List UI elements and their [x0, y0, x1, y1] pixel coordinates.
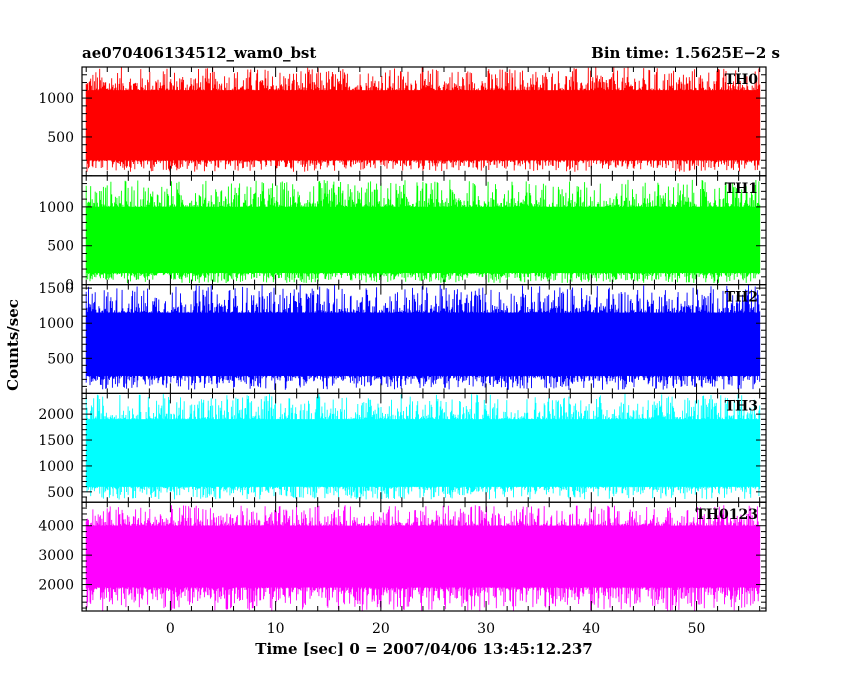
panels-group: 5001000TH005001000TH150010001500TH250010… — [38, 66, 767, 637]
y-tick-label: 2000 — [38, 407, 74, 423]
series-label-th0123: TH0123 — [695, 507, 758, 523]
x-axis-label: Time [sec] 0 = 2007/04/06 13:45:12.237 — [255, 640, 592, 658]
y-tick-label: 0 — [65, 278, 74, 294]
y-tick-label: 1500 — [38, 433, 74, 449]
panel-th0123: 2000 3000 4000 TH0123 0 10 20 30 40 50 — [38, 501, 767, 637]
y-tick-label: 3000 — [38, 548, 74, 564]
series-label-th0: TH0 — [725, 72, 759, 88]
x-tick-label: 0 — [166, 621, 175, 637]
series-line-th1 — [85, 179, 761, 284]
y-tick-label: 1000 — [38, 316, 74, 332]
chart-title: ae070406134512_wam0_bst — [82, 44, 316, 62]
series-line-th3 — [85, 393, 761, 500]
bin-time-label: Bin time: 1.5625E−2 s — [591, 44, 780, 62]
y-tick-label: 1500 — [38, 281, 74, 297]
panel-th1: 0 500 1000 TH1 — [38, 175, 767, 294]
y-tick-label: 4000 — [38, 519, 74, 535]
series-label-th2: TH2 — [725, 290, 758, 306]
series-line-th2 — [85, 284, 761, 390]
panel-th3: 500 1000 1500 2000 TH3 — [38, 392, 767, 503]
y-tick-label: 1000 — [38, 91, 74, 107]
x-tick-label: 30 — [477, 621, 495, 637]
y-axis-label: Counts/sec — [4, 299, 22, 391]
series-line-th0 — [85, 67, 761, 172]
y-tick-label: 500 — [47, 485, 74, 501]
y-tick-label: 500 — [47, 239, 74, 255]
y-tick-label: 1000 — [38, 200, 74, 216]
y-tick-label: 500 — [47, 130, 74, 146]
panel-th2: 500 1000 1500 TH2 — [38, 281, 767, 395]
y-tick-label: 1000 — [38, 459, 74, 475]
series-line-th0123 — [85, 505, 761, 612]
x-tick-label: 50 — [688, 621, 706, 637]
x-tick-label: 20 — [372, 621, 390, 637]
x-tick-label: 40 — [582, 621, 600, 637]
y-tick-label: 2000 — [38, 578, 74, 594]
x-tick-label: 10 — [267, 621, 285, 637]
panel-th0: 500 1000 TH0 — [38, 66, 767, 177]
series-label-th1: TH1 — [725, 181, 758, 197]
series-label-th3: TH3 — [725, 398, 758, 414]
y-tick-label: 500 — [47, 351, 74, 367]
panel-frame — [81, 501, 767, 612]
